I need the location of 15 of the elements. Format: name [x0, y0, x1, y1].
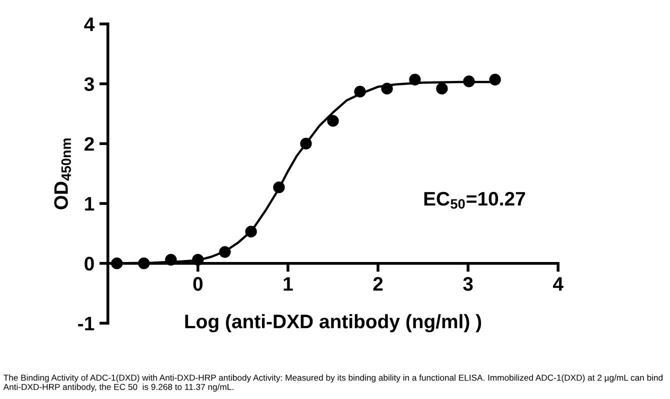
x-axis-title: Log (anti-DXD antibody (ng/ml) )	[185, 314, 482, 332]
annotation: EC$_{50}$=10.27	[424, 192, 526, 209]
y-tick-label: 4	[84, 18, 95, 31]
x-tick-label: 0	[193, 277, 203, 291]
y-axis-title: OD$_{450nm}$	[54, 138, 71, 210]
x-tick-label: 1	[284, 277, 293, 291]
x-tick-label: 3	[463, 277, 473, 291]
y-tick-label: 2	[84, 137, 94, 151]
x-tick-label: 2	[373, 277, 383, 291]
y-tick-label: 1	[85, 197, 94, 211]
y-tick-label: -1	[78, 316, 94, 330]
text: The Binding Activity of ADC-1(DXD) with Anti-DXD-HRP antibody Activity: Measured by its binding ability in a functional ELISA. Immobilized ADC-1(DXD) at 2 µg/mL can bind Anti-DXD-HRP antibody, the EC 50 is 9.268 to 11.37 ng/mL.	[3, 374, 662, 392]
y-tick-label: 0	[84, 256, 94, 271]
x-tick-label: 4	[553, 277, 564, 291]
y-tick-label: 3	[84, 77, 94, 92]
